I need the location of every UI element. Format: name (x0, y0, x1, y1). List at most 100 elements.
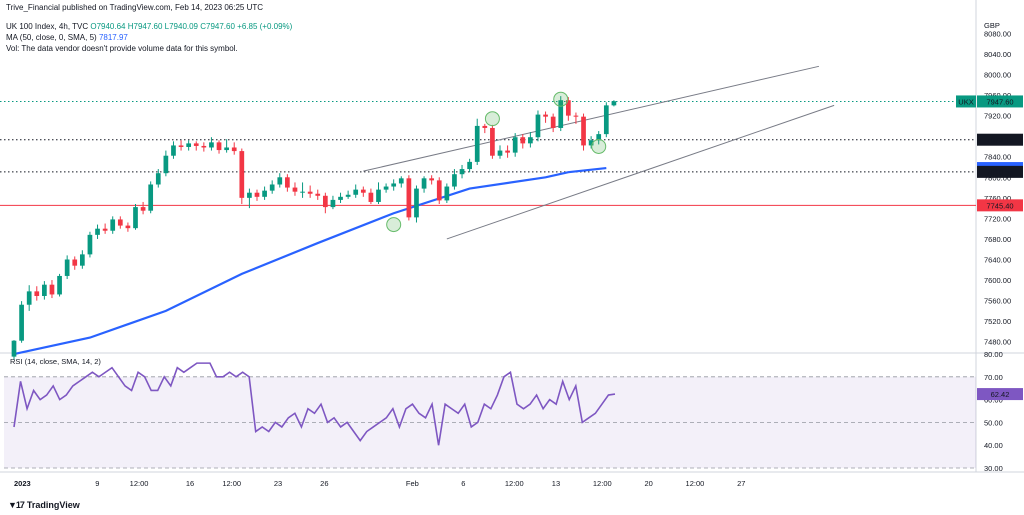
price-tick-label: 7720.00 (984, 214, 1011, 223)
candle-body (254, 192, 260, 197)
candle-body (490, 127, 495, 156)
ma-legend: MA (50, close, 0, SMA, 5) 7817.97 (6, 33, 128, 43)
candle-body (406, 178, 412, 218)
candle-body (436, 180, 442, 201)
price-label-box (977, 133, 1023, 146)
candle-body (292, 187, 298, 192)
price-tick-label: 7640.00 (984, 256, 1011, 265)
candle-body (482, 125, 488, 128)
candle-body (102, 228, 108, 231)
candle-body (26, 291, 32, 305)
candle-body (193, 143, 199, 146)
time-tick-label: 26 (320, 479, 328, 488)
price-tick-label: 7680.00 (984, 235, 1011, 244)
candle-body (512, 137, 518, 153)
candle-body (87, 234, 93, 255)
candle-body (558, 100, 564, 128)
candle-body (391, 183, 397, 187)
candle-body (133, 207, 138, 229)
candle-body (474, 125, 480, 162)
price-label-text: 7873.15 (986, 136, 1013, 145)
candle-body (95, 228, 100, 235)
candle-body (64, 259, 70, 276)
currency-label: GBP (984, 21, 1000, 30)
candle-body (611, 101, 617, 106)
candle-body (322, 195, 328, 208)
candle-body (421, 178, 427, 189)
price-tick-label: 8080.00 (984, 29, 1011, 38)
price-label-text: 7745.40 (986, 201, 1013, 210)
price-label-text: 7810.55 (986, 168, 1013, 177)
publisher-line: Trive_Financial published on TradingView… (6, 3, 264, 12)
rsi-tick-label: 40.00 (984, 441, 1003, 450)
rsi-tick-label: 70.00 (984, 373, 1003, 382)
candle-body (239, 151, 245, 198)
brand-label: TradingView (26, 500, 80, 510)
candle-body (383, 186, 389, 190)
rsi-tick-label: 60.00 (984, 396, 1003, 405)
candle-body (505, 150, 510, 153)
rsi-value-box (977, 388, 1023, 401)
tradingview-logo-icon: ▼17 (8, 500, 25, 510)
candle-body (148, 184, 154, 211)
candle-body (79, 254, 85, 266)
price-tick-label: 7920.00 (984, 112, 1011, 121)
candle-body (345, 194, 351, 197)
candle-body (550, 116, 556, 128)
time-tick-label: 6 (461, 479, 465, 488)
candle-body (300, 191, 305, 193)
highlight-circle (553, 91, 569, 107)
candle-body (247, 192, 252, 198)
candle-body (307, 191, 313, 194)
candle-body (117, 219, 123, 226)
candle-body (155, 173, 161, 185)
candle-body (178, 145, 184, 147)
time-tick-label: 20 (644, 479, 652, 488)
candle-body (528, 137, 533, 144)
time-tick-label: 12:00 (130, 479, 149, 488)
candle-body (603, 105, 609, 135)
time-tick-label: 12:00 (686, 479, 705, 488)
price-tick-label: 7600.00 (984, 276, 1011, 285)
candle-body (110, 219, 116, 231)
ma-label: MA (50, close, 0, SMA, 5) (6, 33, 97, 42)
candle-body (414, 188, 419, 218)
ohlc-legend: UK 100 Index, 4h, TVC O7940.64 H7947.60 … (6, 22, 292, 32)
time-tick-label: 27 (737, 479, 745, 488)
candle-body (11, 340, 17, 357)
ma-value: 7817.97 (98, 33, 128, 42)
time-tick-label: 16 (186, 479, 194, 488)
time-tick-label: 12:00 (222, 479, 241, 488)
candle-body (467, 161, 472, 170)
candle-body (262, 190, 267, 197)
rsi-value-label: 62.42 (991, 390, 1010, 399)
candle-body (19, 304, 24, 341)
candle-body (163, 155, 169, 174)
time-tick-label: Feb (406, 479, 419, 488)
candle-body (285, 177, 290, 188)
candle-body (444, 186, 450, 201)
candle-body (57, 275, 62, 295)
time-tick-label: 9 (95, 479, 99, 488)
rsi-tick-label: 80.00 (984, 350, 1003, 359)
trend-line (446, 104, 835, 240)
candle-body (209, 142, 214, 148)
price-label-box (977, 165, 1023, 178)
candle-body (269, 184, 275, 191)
price-tick-label: 7840.00 (984, 153, 1011, 162)
candle-body (543, 114, 548, 117)
candle-body (216, 142, 222, 151)
rsi-tick-label: 30.00 (984, 464, 1003, 473)
price-label-text: 7947.60 (986, 97, 1013, 106)
candle-body (596, 134, 602, 141)
symbol-tag (956, 95, 976, 108)
symbol-name: UK 100 Index, 4h, TVC (6, 22, 89, 31)
candle-body (588, 140, 594, 146)
candle-body (368, 192, 374, 202)
candle-body (125, 225, 131, 229)
candle-body (72, 259, 78, 266)
candle-body (565, 100, 571, 116)
candle-body (231, 147, 237, 152)
price-tick-label: 7520.00 (984, 317, 1011, 326)
